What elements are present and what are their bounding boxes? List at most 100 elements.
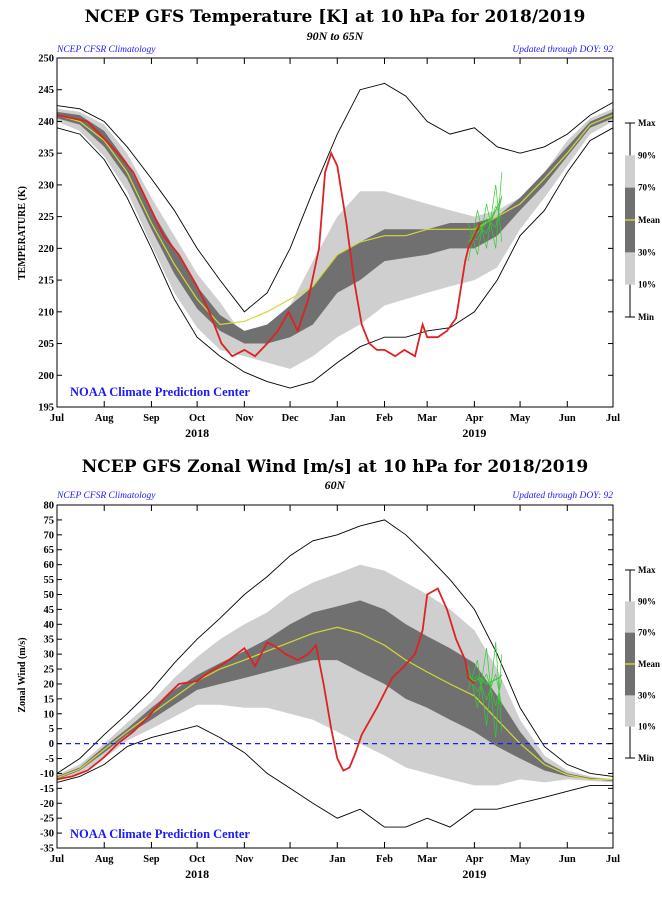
temp-x-tick-label: Jul	[50, 413, 64, 424]
wind-legend-label: 90%	[638, 596, 656, 606]
wind-observed-line	[56, 587, 476, 781]
temp-x-tick-label: Nov	[235, 413, 254, 424]
wind-y-tick-label: 80	[44, 501, 55, 512]
wind-legend-label: Min	[638, 753, 654, 763]
wind-y-tick-label: 50	[44, 590, 55, 601]
wind-forecast-member	[477, 660, 487, 726]
temp-y-tick-label: 240	[38, 117, 54, 128]
wind-y-tick-label: 0	[49, 739, 54, 750]
temp-year-label: 2018	[185, 426, 209, 440]
wind-forecast-member	[495, 679, 503, 706]
chart1-subtitle: 90N to 65N	[307, 29, 365, 43]
wind-x-tick-label: Jul	[50, 854, 64, 865]
wind-x-tick-label: Dec	[282, 854, 299, 865]
wind-forecast-member	[486, 642, 497, 726]
temp-legend-label: Min	[638, 312, 654, 322]
chart1-credit: NOAA Climate Prediction Center	[70, 385, 250, 399]
wind-x-tick-label: Sep	[143, 854, 160, 865]
temp-y-tick-label: 230	[38, 180, 54, 191]
temp-y-tick-label: 205	[38, 339, 54, 350]
temp-observed-line	[56, 114, 482, 358]
temp-legend-label: 90%	[638, 150, 656, 160]
wind-y-tick-label: 55	[44, 575, 55, 586]
chart2-y-axis-label: Zonal Wind (m/s)	[17, 637, 28, 712]
chart2-subtitle: 60N	[325, 478, 347, 492]
wind-forecast-member	[486, 673, 497, 700]
wind-y-tick-label: 25	[44, 665, 55, 676]
temp-y-tick-label: 250	[38, 54, 54, 65]
wind-x-tick-label: Mar	[417, 854, 437, 865]
temp-year-label: 2019	[462, 426, 486, 440]
temp-y-tick-label: 220	[38, 244, 54, 255]
temp-x-tick-label: Sep	[143, 413, 160, 424]
wind-y-tick-label: -25	[40, 814, 54, 825]
wind-year-label: 2019	[462, 867, 486, 881]
temp-x-tick-label: Oct	[189, 413, 206, 424]
temp-y-tick-label: 215	[38, 276, 54, 287]
temp-forecast-member	[467, 210, 478, 262]
chart1-updated-note: Updated through DOY: 92	[512, 45, 613, 55]
wind-forecast-member	[486, 648, 497, 738]
wind-x-tick-label: Apr	[465, 854, 483, 865]
wind-y-tick-label: -20	[40, 799, 54, 810]
temp-x-tick-label: Jun	[559, 413, 576, 424]
temp-mean-line	[56, 114, 614, 326]
wind-y-tick-label: 15	[44, 694, 55, 705]
chart2-credit: NOAA Climate Prediction Center	[70, 827, 250, 841]
wind-y-tick-label: 35	[44, 635, 55, 646]
temp-min-line	[56, 127, 614, 389]
wind-x-tick-label: Jul	[606, 854, 620, 865]
wind-forecast-member	[477, 673, 487, 693]
wind-x-tick-label: Oct	[189, 854, 206, 865]
wind-legend-label: 70%	[638, 628, 656, 638]
temp-legend-label: 10%	[638, 280, 656, 290]
wind-x-tick-label: May	[510, 854, 531, 865]
wind-y-tick-label: -30	[40, 829, 54, 840]
temp-forecast-member	[477, 210, 487, 249]
temp-forecast-member	[486, 218, 496, 228]
temp-y-tick-label: 195	[38, 403, 54, 414]
temp-x-tick-label: Mar	[417, 413, 437, 424]
wind-x-tick-label: Nov	[235, 854, 254, 865]
wind-band-30-70	[57, 600, 613, 781]
wind-forecast-line	[468, 674, 503, 685]
wind-max-line	[56, 519, 614, 777]
temp-max-line	[56, 82, 614, 313]
chart1-title: NCEP GFS Temperature [K] at 10 hPa for 2…	[85, 7, 586, 27]
wind-plot-frame	[56, 504, 614, 849]
wind-x-tick-label: Jun	[559, 854, 576, 865]
wind-y-tick-label: -5	[45, 754, 54, 765]
wind-forecast-member	[467, 665, 478, 708]
temp-x-tick-label: May	[510, 413, 531, 424]
temp-y-tick-label: 200	[38, 371, 54, 382]
wind-y-tick-label: 10	[44, 709, 55, 720]
temp-legend-label: 70%	[638, 183, 656, 193]
wind-forecast-member	[495, 654, 503, 738]
temp-forecast-member	[486, 203, 497, 249]
temp-y-tick-label: 210	[38, 307, 54, 318]
chart1-climatology-note: NCEP CFSR Climatology	[56, 45, 156, 55]
temperature-chart: 195 200 205 210 215 220 225 230 235 240 245 250 Jul A…	[38, 54, 660, 441]
wind-y-tick-label: 60	[44, 560, 55, 571]
wind-y-tick-label: 75	[44, 515, 55, 526]
temp-forecast-member	[486, 184, 497, 249]
temp-legend-label: Max	[638, 118, 656, 128]
wind-forecast-member	[477, 675, 487, 700]
wind-y-tick-label: -35	[40, 844, 54, 855]
temp-x-tick-label: Dec	[282, 413, 299, 424]
temp-band-10-90	[57, 108, 613, 369]
wind-y-tick-label: 70	[44, 530, 55, 541]
wind-legend-label: Mean	[638, 659, 660, 669]
chart2-updated-note: Updated through DOY: 92	[512, 491, 613, 501]
temp-legend-label: Mean	[638, 215, 660, 225]
temp-y-tick-label: 235	[38, 149, 54, 160]
wind-x-tick-label: Feb	[376, 854, 393, 865]
temp-forecast-member	[486, 205, 497, 234]
wind-x-tick-label: Jan	[329, 854, 346, 865]
zonal-wind-chart: -35 -30 -25 -20 -15 -10 -5 0 5 10 15 20 25 30 35 40 45 50…	[40, 501, 660, 882]
temp-legend-label: 30%	[638, 247, 656, 257]
wind-forecast-member	[495, 642, 503, 732]
chart2-title: NCEP GFS Zonal Wind [m/s] at 10 hPa for …	[82, 457, 589, 477]
wind-legend-label: Max	[638, 565, 656, 575]
